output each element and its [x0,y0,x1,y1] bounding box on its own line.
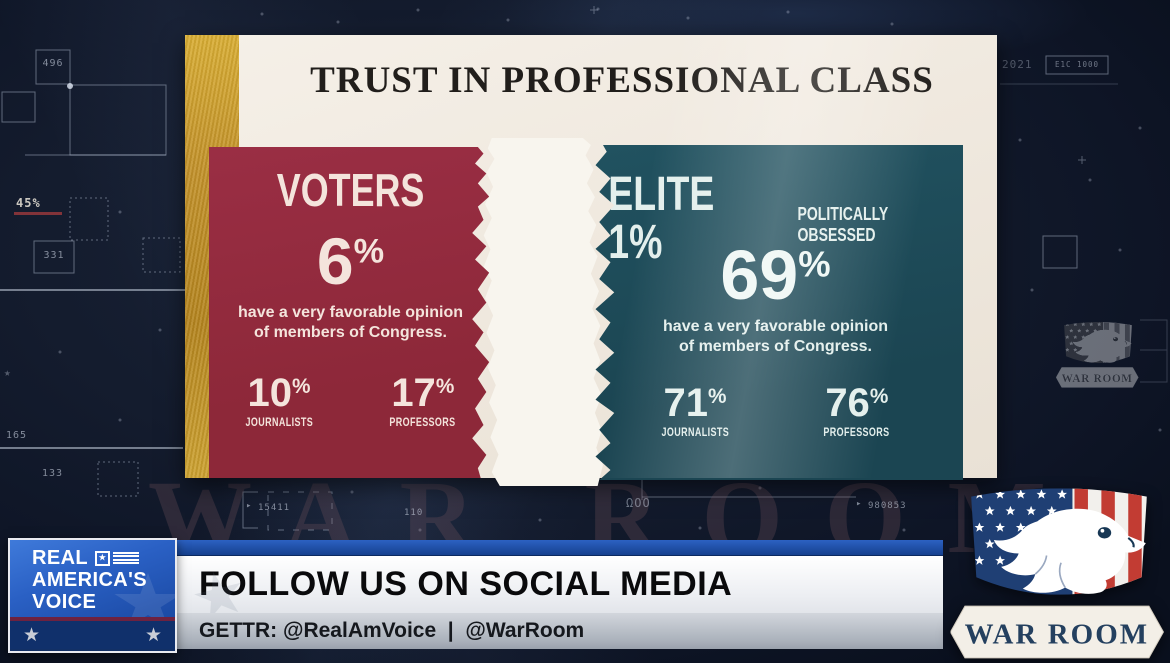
torn-paper-strip [483,138,603,486]
flag-stripes-icon [113,551,140,565]
elite-panel: ELITE 1% POLITICALLY OBSESSED 69% have a… [595,145,964,480]
percent-sign: % [353,232,385,271]
hud-star-icon: ★ [4,366,12,379]
star-icon: ★ [144,624,162,646]
elite-heading: ELITE 1% [608,168,715,269]
percent-sign: % [292,375,311,399]
warroom-logo [950,478,1168,662]
rav-maroon-divider [10,617,175,621]
voters-professors-stat: 17% PROFESSORS [389,371,456,429]
rav-line3: VOICE [32,591,97,613]
percent-sign: % [869,385,889,409]
real-americas-voice-logo: REAL ★ AMERICA'S VOICE ★ ★ [8,538,177,653]
rav-star-strip: ★ ★ [10,621,175,649]
banner-blue-strip [177,540,943,556]
elite-journalists-stat: 71% JOURNALISTS [661,381,729,439]
hud-label-45-percent: 45% [16,196,41,210]
hud-label-496: 496 [42,58,64,69]
voters-heading: VOTERS [276,164,425,216]
voters-journalists-stat: 10% JOURNALISTS [245,371,313,429]
voters-description: have a very favorable opinion of members… [238,304,463,341]
hud-label-110: 110 [404,508,424,518]
banner-headline-bar: ★ FOLLOW US ON SOCIAL MEDIA [177,556,943,613]
lower-third-banner: ★ FOLLOW US ON SOCIAL MEDIA GETTR: @Real… [177,540,943,649]
infographic-card: TRUST IN PROFESSIONAL CLASS VOTERS 6% ha… [185,35,997,486]
elite-description: have a very favorable opinion of members… [663,318,888,355]
elite-main-stat: 69% [720,236,831,314]
hud-label-glyphs: ΩΟΟ [626,496,651,510]
hud-label-165: 165 [6,430,28,441]
hud-label-chip: E1C 1000 [1054,60,1100,69]
percent-sign: % [798,243,831,285]
rav-logo-text-block: REAL ★ AMERICA'S VOICE [10,540,175,617]
warroom-watermark-logo [1056,318,1140,389]
voters-substats: 10% JOURNALISTS 17% PROFESSORS [209,371,489,429]
hud-label-scribble: 2021 [1002,58,1033,71]
elite-professors-stat: 76% PROFESSORS [823,381,890,439]
banner-ticker-bar: GETTR: @RealAmVoice | @WarRoom [177,613,943,649]
hud-pointer-icon: ▸ [856,499,863,509]
hud-label-331: 331 [43,250,65,261]
rav-line2: AMERICA'S [32,569,148,591]
social-handles-text: GETTR: @RealAmVoice | @WarRoom [199,619,585,642]
percent-sign: % [708,385,727,409]
hud-pointer-icon: ▸ [246,501,253,511]
hud-label-15411: 15411 [258,503,291,513]
hud-red-underline [14,212,62,215]
hud-label-980853: 980853 [868,501,907,511]
flag-icon: ★ [95,550,140,566]
hud-label-133: 133 [42,468,64,479]
percent-sign: % [435,375,455,399]
elite-heading-row: ELITE 1% POLITICALLY OBSESSED [596,168,964,269]
elite-substats: 71% JOURNALISTS 76% PROFESSORS [596,381,964,439]
flag-star-icon: ★ [95,550,111,566]
banner-headline: FOLLOW US ON SOCIAL MEDIA [199,565,733,603]
infographic-title: TRUST IN PROFESSIONAL CLASS [310,60,934,101]
elite-qualifier: POLITICALLY OBSESSED [797,204,888,245]
voters-panel: VOTERS 6% have a very favorable opinion … [209,147,490,478]
star-icon: ★ [23,624,41,646]
rav-line1: REAL [32,547,89,569]
voters-main-stat: 6% [316,224,385,298]
